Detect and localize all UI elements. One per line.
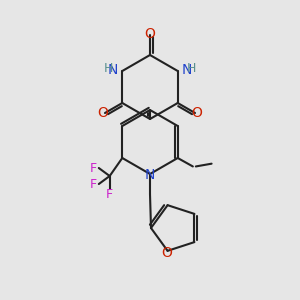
- Text: N: N: [145, 168, 155, 182]
- Text: F: F: [106, 188, 113, 200]
- Text: N: N: [182, 63, 192, 77]
- Text: O: O: [98, 106, 108, 120]
- Text: F: F: [90, 161, 98, 175]
- Text: H: H: [187, 61, 196, 74]
- Text: O: O: [145, 27, 155, 41]
- Text: O: O: [192, 106, 203, 120]
- Text: O: O: [161, 246, 172, 260]
- Text: H: H: [103, 61, 113, 74]
- Text: F: F: [90, 178, 98, 190]
- Text: N: N: [108, 63, 118, 77]
